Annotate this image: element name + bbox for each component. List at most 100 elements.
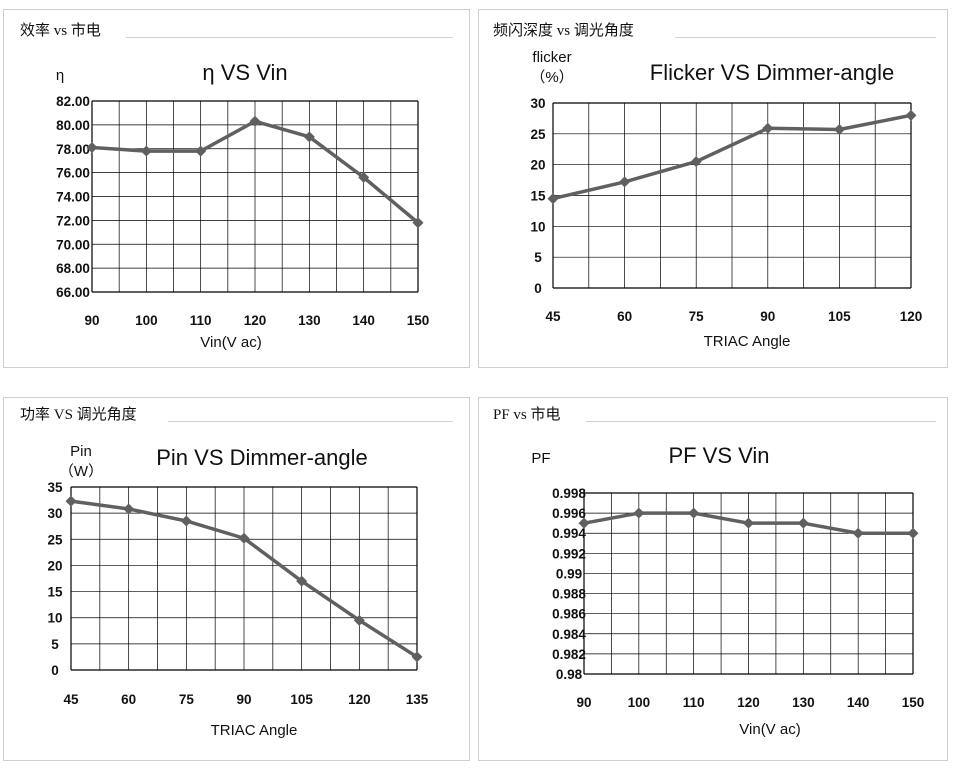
data-point (65, 495, 77, 507)
x-tick-label: 110 (683, 695, 705, 710)
data-point (762, 122, 774, 134)
title-rule (168, 421, 453, 422)
y-tick-label: 35 (47, 480, 63, 495)
x-tick-label: 105 (290, 692, 313, 707)
y-tick-label: 15 (47, 585, 63, 600)
data-point (86, 142, 98, 154)
data-point (852, 527, 864, 539)
data-point (633, 507, 645, 519)
y-tick-label: 76.00 (56, 166, 90, 181)
x-tick-label: 75 (689, 309, 705, 324)
y-tick-label: 0.998 (552, 486, 586, 501)
y-tick-label: 68.00 (56, 261, 90, 276)
data-point (195, 145, 207, 157)
x-tick-label: 135 (406, 692, 429, 707)
chart-title: Flicker VS Dimmer-angle (650, 60, 895, 85)
data-point (412, 217, 424, 229)
x-tick-label: 100 (135, 313, 158, 328)
y-tick-label: 78.00 (56, 142, 90, 157)
x-tick-label: 130 (298, 313, 321, 328)
y-tick-label: 0.988 (552, 587, 586, 602)
y-tick-label: 15 (530, 189, 546, 204)
y-tick-label: 74.00 (56, 190, 90, 205)
data-point (296, 575, 308, 587)
x-tick-label: 60 (617, 309, 632, 324)
data-point (140, 145, 152, 157)
data-point (690, 156, 702, 168)
x-tick-label: 90 (760, 309, 775, 324)
x-tick-label: 110 (190, 313, 212, 328)
data-point (358, 171, 370, 183)
data-point (578, 517, 590, 529)
x-tick-label: 120 (244, 313, 267, 328)
chart-panel-flicker (478, 9, 948, 368)
y-tick-label: 5 (51, 637, 59, 652)
y-tick-label: 10 (530, 219, 545, 234)
y-tick-label: 0.99 (556, 566, 582, 581)
data-point (180, 515, 192, 527)
y-tick-label: 0.984 (552, 627, 586, 642)
y-tick-label: 0.982 (552, 647, 586, 662)
y-tick-label: 25 (47, 532, 63, 547)
data-point (123, 503, 135, 515)
y-tick-label: 30 (530, 96, 545, 111)
title-rule (675, 37, 936, 38)
y-tick-label: 0.996 (552, 506, 586, 521)
x-tick-label: 140 (352, 313, 375, 328)
x-tick-label: 150 (902, 695, 925, 710)
y-tick-label: 80.00 (56, 118, 90, 133)
data-point (411, 651, 423, 663)
x-tick-label: 90 (576, 695, 591, 710)
x-axis-title: TRIAC Angle (704, 333, 791, 350)
x-tick-label: 120 (348, 692, 371, 707)
y-tick-label: 70.00 (56, 237, 90, 252)
x-tick-label: 45 (63, 692, 79, 707)
chart-title: PF VS Vin (668, 443, 769, 468)
x-tick-label: 140 (847, 695, 870, 710)
chart-panel-efficiency (3, 9, 470, 368)
x-tick-label: 75 (179, 692, 195, 707)
panel-title-flicker: 频闪深度 vs 调光角度 (493, 23, 634, 39)
panel-title-power: 功率 VS 调光角度 (20, 407, 137, 423)
data-point (833, 124, 845, 136)
x-tick-label: 105 (828, 309, 851, 324)
y-tick-label: 0.992 (552, 546, 586, 561)
y-tick-label: 0.98 (556, 667, 583, 682)
y-tick-label: 5 (534, 250, 542, 265)
series-line (552, 113, 912, 201)
y-axis-title: flicker (532, 49, 571, 66)
y-tick-label: 0 (534, 281, 542, 296)
chart-panel-power (3, 397, 470, 761)
data-point (905, 109, 917, 121)
x-axis-title: Vin(V ac) (200, 334, 261, 351)
x-tick-label: 120 (900, 309, 923, 324)
y-tick-label: 30 (47, 506, 62, 521)
data-point (688, 507, 700, 519)
y-axis-title: PF (531, 450, 550, 467)
y-tick-label: 20 (530, 158, 545, 173)
y-axis-title: η (56, 67, 64, 84)
chart-title: Pin VS Dimmer-angle (156, 445, 368, 470)
y-axis-title: （%） (530, 69, 573, 86)
data-point (797, 517, 809, 529)
x-tick-label: 45 (545, 309, 561, 324)
data-point (238, 532, 250, 544)
title-rule (126, 37, 453, 38)
panel-title-efficiency: 效率 vs 市电 (20, 23, 101, 39)
x-tick-label: 120 (737, 695, 760, 710)
data-point (249, 115, 261, 127)
y-axis-title: Pin (70, 443, 92, 460)
x-tick-label: 130 (792, 695, 815, 710)
y-tick-label: 0.994 (552, 526, 586, 541)
title-rule (586, 421, 936, 422)
data-point (547, 193, 559, 205)
chart-panel-pf (478, 397, 948, 761)
y-tick-label: 0 (51, 663, 59, 678)
y-axis-title: （W） (59, 463, 103, 480)
chart-title: η VS Vin (202, 60, 287, 85)
x-axis-title: TRIAC Angle (211, 722, 298, 739)
x-axis-title: Vin(V ac) (739, 721, 800, 738)
y-tick-label: 25 (530, 127, 546, 142)
